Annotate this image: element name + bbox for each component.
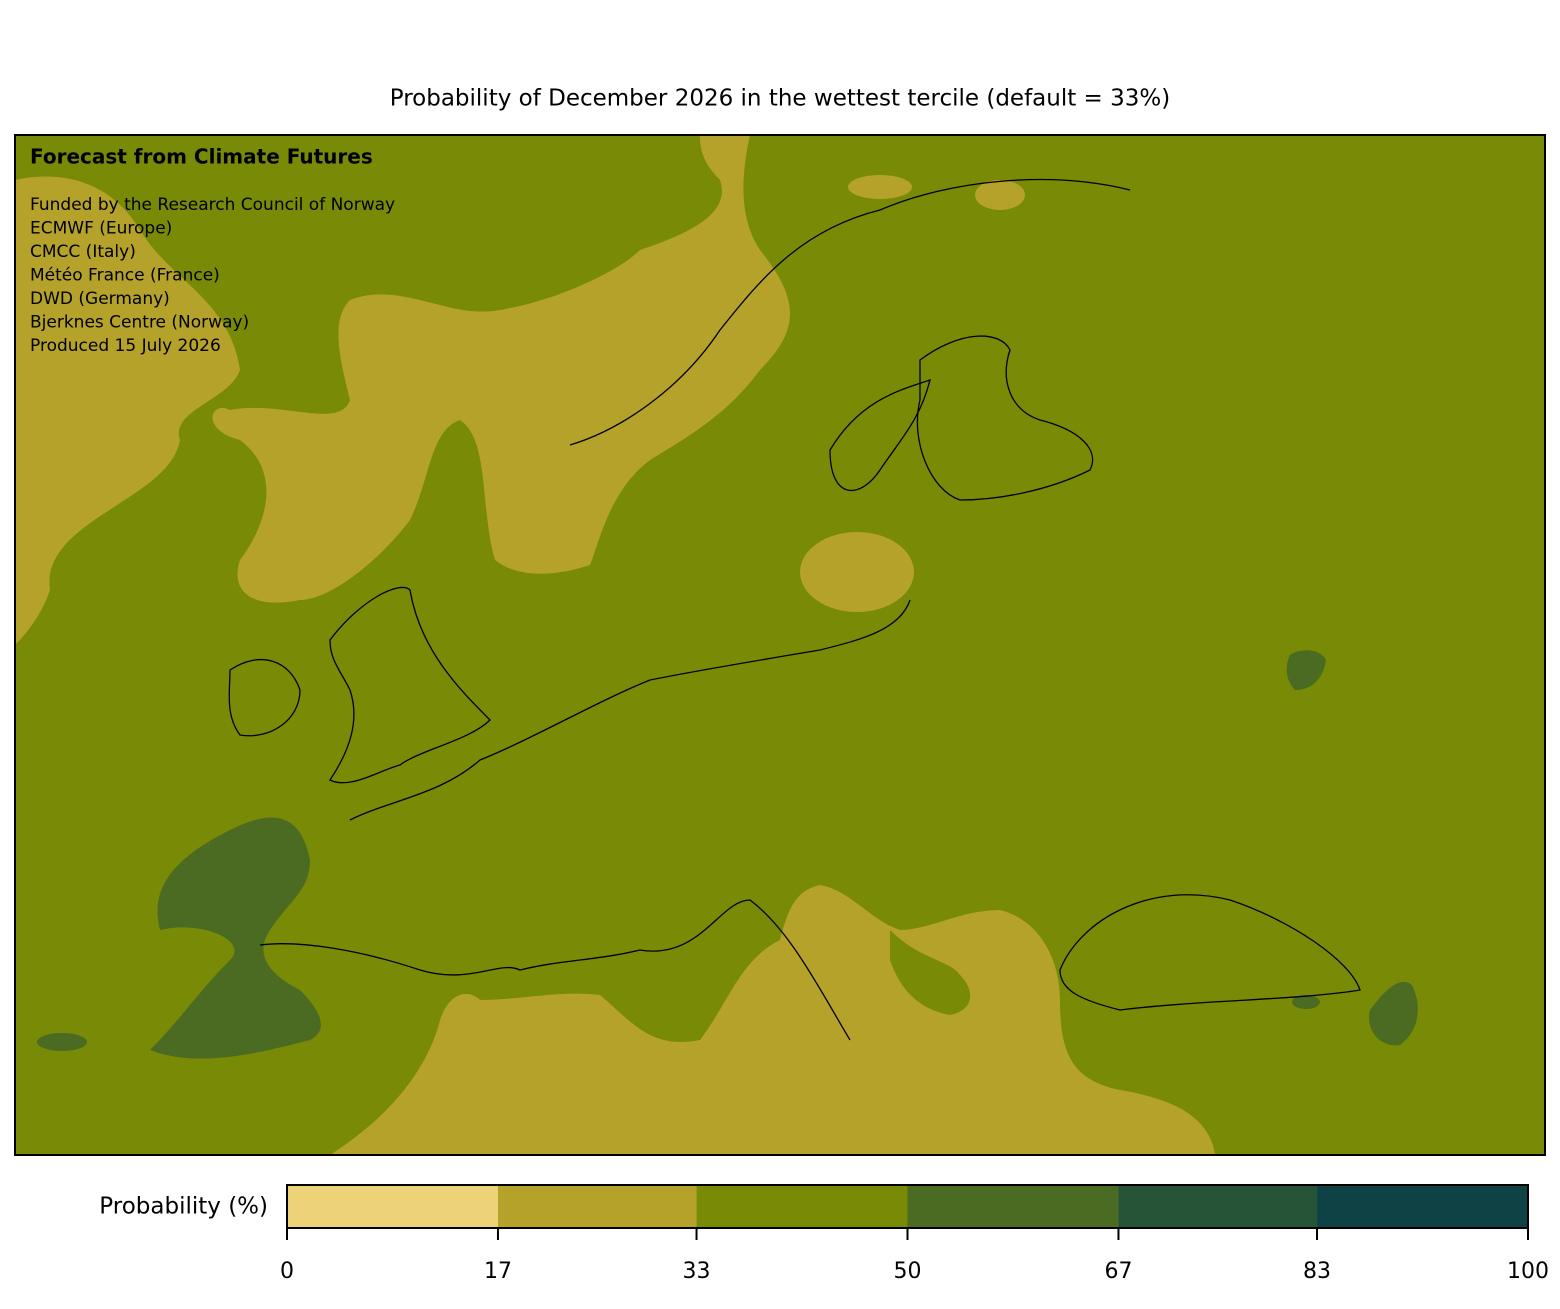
colorbar-tick-label: 17 bbox=[484, 1259, 512, 1284]
colorbar-tick-label: 100 bbox=[1507, 1259, 1549, 1284]
colorbar-segment bbox=[907, 1185, 1119, 1228]
region bbox=[1369, 981, 1418, 1046]
credit-line: DWD (Germany) bbox=[30, 289, 170, 309]
region bbox=[1286, 650, 1326, 690]
credit-line: ECMWF (Europe) bbox=[30, 219, 172, 239]
map-heading: Forecast from Climate Futures bbox=[30, 145, 373, 169]
credit-line: Bjerknes Centre (Norway) bbox=[30, 313, 249, 333]
colorbar-tick-label: 33 bbox=[683, 1259, 711, 1284]
map: Forecast from Climate Futures bbox=[14, 134, 1546, 1156]
region bbox=[848, 175, 912, 199]
colorbar-tick-label: 67 bbox=[1104, 1259, 1132, 1284]
region bbox=[212, 135, 790, 603]
region bbox=[800, 532, 914, 612]
title: Probability of December 2026 in the wett… bbox=[390, 86, 1170, 112]
colorbar-tick-label: 0 bbox=[280, 1259, 294, 1284]
colorbar-segment bbox=[696, 1185, 908, 1228]
region bbox=[330, 885, 1215, 1155]
credit-line: Produced 15 July 2026 bbox=[30, 336, 221, 356]
region bbox=[1292, 995, 1320, 1009]
region bbox=[37, 1033, 87, 1051]
region bbox=[975, 180, 1025, 210]
map-frame bbox=[14, 134, 1546, 1156]
colorbar-segment bbox=[287, 1185, 498, 1228]
credit-line: CMCC (Italy) bbox=[30, 242, 136, 262]
colorbar-tick-label: 83 bbox=[1303, 1259, 1331, 1284]
colorbar-label: Probability (%) bbox=[99, 1194, 268, 1220]
region bbox=[150, 817, 321, 1059]
coastlines bbox=[228, 178, 1361, 1041]
colorbar-segment bbox=[1118, 1185, 1318, 1228]
credit-line: Météo France (France) bbox=[30, 266, 220, 286]
colorbar-segment bbox=[497, 1185, 697, 1228]
credit-line: Funded by the Research Council of Norway bbox=[30, 195, 395, 215]
colorbar-segment bbox=[1317, 1185, 1528, 1228]
colorbar-tick-label: 50 bbox=[894, 1259, 922, 1284]
region bbox=[15, 176, 240, 645]
region bbox=[890, 930, 971, 1015]
